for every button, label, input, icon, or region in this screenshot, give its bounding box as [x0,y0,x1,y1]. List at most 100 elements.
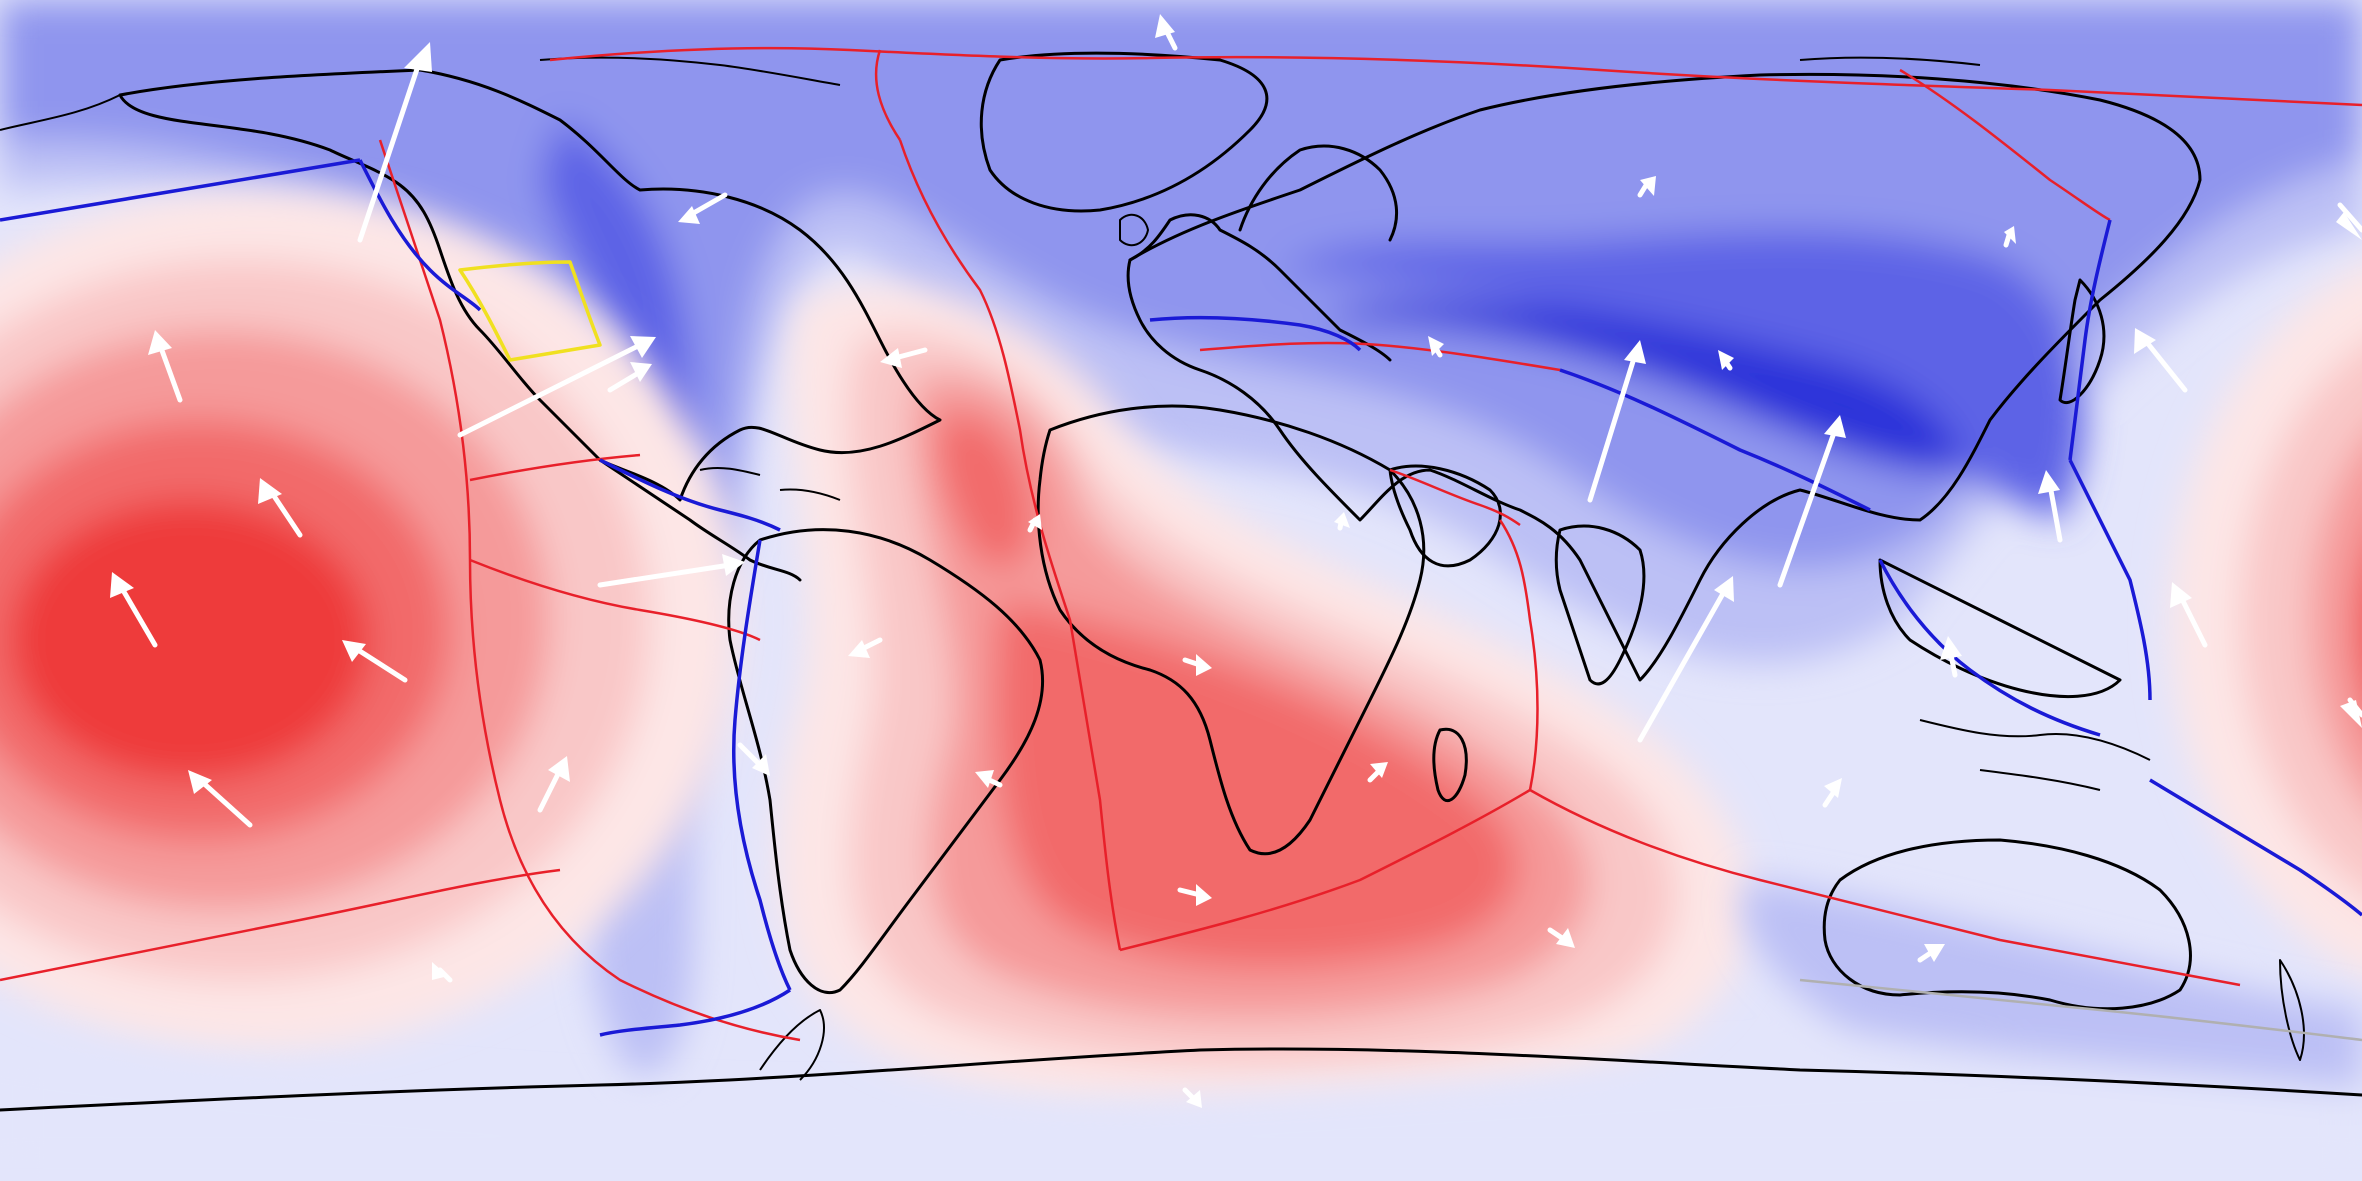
trench-aleutian [0,158,361,222]
coastline-madagascar [1432,727,1468,803]
velocity-arrow [148,330,183,403]
trench-mediterranean [1149,315,1362,352]
coastline-british-isles [1119,213,1149,247]
ridge-alpine [1199,341,1561,372]
coastline-south-america [727,528,1045,995]
coastline-africa [1036,404,1426,856]
pacific-red-strong [10,500,370,780]
trench-peru-chile [732,539,792,991]
velocity-arrow [597,554,745,588]
africa-red-atlantic [937,414,1032,568]
coastline-southeast-asia [1878,558,2122,698]
red-anomaly-africa [776,283,1750,1118]
velocity-arrow [678,192,728,224]
ridge-southwest-indian [1119,788,1531,952]
velocity-arrow [1637,176,1656,198]
pacific-east-light [2240,346,2362,894]
coastline-scandinavia [1238,144,1399,242]
velocity-arrow [607,362,652,393]
velocity-arrow [1334,512,1350,531]
velocity-arrow [1777,415,1846,588]
trench-izu-bonin-mariana [2068,459,2152,701]
coastline-arctic-islands [539,56,1981,86]
south-band [0,880,2362,1181]
ridge-gulf-of-aden [1389,468,1521,527]
boundary-juan-de-fuca [458,260,602,362]
coastline-alaska [0,94,121,131]
velocity-arrow [2336,202,2362,240]
coastline-north-america [118,68,942,502]
velocity-arrow [1428,336,1444,358]
velocity-arrow [1155,14,1178,51]
coastline-antarctica [0,1047,2362,1112]
velocity-arrow [1177,884,1212,906]
coastline-india [1554,524,1646,686]
coastline-europe [1128,213,1392,362]
velocity-arrow [1027,514,1042,533]
velocity-arrow [1182,1087,1202,1108]
velocity-arrow [342,640,408,683]
coastline-australia [1822,838,2192,1011]
boundary-antarctic-inactive [1799,978,2362,1042]
blue-band-strong-asia [1330,300,1960,473]
red-anomaly-pacific-west [0,190,740,1050]
trench-middle-america [599,458,781,532]
velocity-arrow [1637,576,1734,743]
south-pale-blue [0,1040,2362,1181]
plate-boundaries [0,46,2362,1042]
coastline-arabia [1388,464,1502,568]
velocity-arrow [1182,654,1212,676]
coastline-new-zealand [2279,959,2305,1061]
velocity-arrow [975,770,1003,788]
velocity-arrow [432,962,453,983]
blue-anomaly-north [0,0,2362,1080]
trench-scotia [599,988,791,1037]
coastline-central-america [598,458,802,582]
velocity-arrow [1587,340,1646,503]
velocity-arrow [2038,470,2063,543]
ridge-east-pacific-rise [378,139,801,1042]
coastline-japan [2058,278,2106,404]
ridge-cocos [469,453,641,482]
coastline-greenland [979,51,1269,213]
ridge-mid-atlantic-north [874,49,902,141]
velocity-arrow [1718,350,1734,371]
coastline-indonesia [1919,719,2151,791]
velocity-arrow [880,347,928,368]
velocity-arrow [1822,778,1842,808]
coastline-caribbean [699,466,841,501]
trench-himalaya [1559,368,1871,512]
velocity-arrow [258,478,303,538]
ridge-chile [469,558,761,642]
velocity-arrow [2134,328,2188,393]
velocity-arrow [1940,636,1962,678]
velocity-arrow [188,770,253,828]
velocity-arrow [2340,697,2362,728]
ridge-pacific-antarctic [0,868,561,982]
ridge-central-indian [1498,519,1539,791]
ridge-eurasia-north [1899,68,2111,222]
velocity-arrow [737,742,770,776]
blue-band-arctic [1500,0,2362,90]
coastlines [0,51,2362,1112]
velocity-arrow [537,756,570,813]
velocity-arrow [357,42,432,243]
ridge-southeast-indian [1529,788,2241,987]
trench-japan [2068,219,2112,461]
velocity-arrows [110,14,2362,1108]
velocity-arrow [1917,944,1945,963]
velocity-arrow [1367,762,1388,783]
south-east-blue [1742,880,2362,1090]
coastline-eurasia [1126,72,2202,682]
trench-tonga-kermadec [2149,778,2362,917]
trench-sunda [1878,559,2101,737]
ridge-arctic [549,46,2362,107]
africa-red [995,600,1519,967]
velocity-arrow [2170,582,2208,648]
velocity-arrow [457,336,656,438]
velocity-arrow [2003,226,2016,248]
blue-band-mid-asia [1280,231,2085,520]
